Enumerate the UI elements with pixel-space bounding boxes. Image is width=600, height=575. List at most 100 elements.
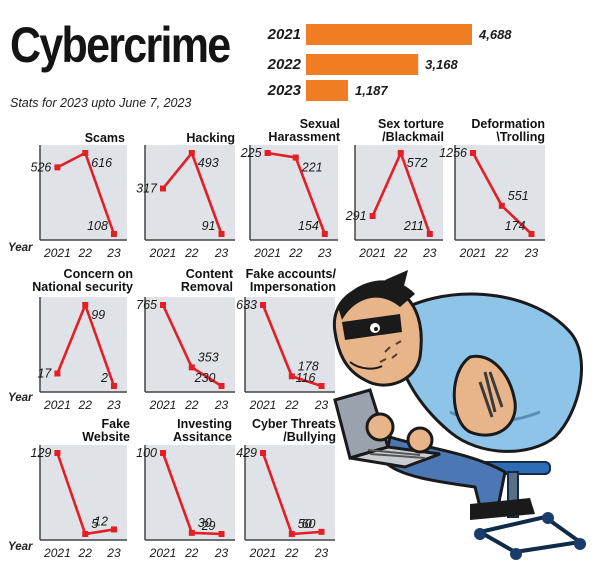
- mini-line-chart-svg: 526 616 108 2021 22 23: [31, 145, 127, 260]
- x-tick-label: 23: [106, 546, 121, 560]
- data-label: 100: [136, 446, 157, 460]
- data-label: 225: [240, 146, 262, 160]
- x-tick-label: 23: [317, 246, 332, 260]
- plot-background: [455, 145, 545, 240]
- data-point: [318, 528, 325, 535]
- data-label: 211: [403, 219, 424, 233]
- data-label: 633: [236, 298, 257, 312]
- data-point: [321, 231, 328, 237]
- chart-title: Scams: [85, 132, 125, 145]
- chart-title-line: Concern on: [63, 267, 133, 281]
- chart-title: Cyber Threats/Bullying: [252, 418, 336, 444]
- mini-line-chart-svg: 317 493 91 2021 22 23: [136, 145, 235, 260]
- bar: [306, 80, 349, 101]
- mini-line-chart: 526 616 108 2021 22 23: [26, 145, 141, 275]
- x-tick-label: 22: [494, 246, 509, 260]
- x-tick-label: 22: [184, 246, 199, 260]
- data-label: 12: [94, 514, 108, 528]
- plot-background: [145, 145, 235, 240]
- chart-title: Sexual Harassment: [268, 118, 340, 144]
- x-tick-label: 2021: [253, 246, 281, 260]
- data-label: 178: [298, 359, 319, 373]
- data-point: [160, 302, 166, 308]
- data-point: [110, 383, 117, 389]
- chart-title: Content Removal: [181, 268, 233, 294]
- chart-title: Fake Website: [82, 418, 130, 444]
- data-point: [426, 231, 433, 237]
- mini-line-chart: 225 221 154 2021 22 23: [236, 145, 352, 275]
- chart-title-line: National security: [32, 280, 133, 294]
- data-label: 2: [100, 371, 108, 385]
- x-tick-label: 2021: [149, 398, 177, 412]
- bar-value-label: 3,168: [425, 57, 458, 72]
- data-point: [260, 450, 266, 456]
- chart-title-line: Investing: [177, 417, 232, 431]
- data-point: [160, 450, 166, 456]
- mini-line-chart: 429 50 60 2021 22 23: [231, 445, 349, 575]
- data-label: 493: [198, 156, 219, 170]
- year-axis-label-row3: Year: [8, 541, 33, 553]
- x-tick-label: 23: [422, 246, 437, 260]
- x-tick-label: 22: [78, 398, 93, 412]
- chart-title-line: Fake: [101, 417, 131, 431]
- mini-line-chart: 291 572 211 2021 22 23: [341, 145, 457, 275]
- x-tick-label: 2021: [43, 246, 71, 260]
- mini-line-chart: 765 353 230 2021 22 23: [131, 297, 249, 427]
- x-tick-label: 22: [78, 246, 93, 260]
- chart-title-line: Impersonation: [249, 280, 336, 294]
- x-tick-label: 23: [524, 246, 539, 260]
- data-label: 526: [31, 160, 52, 174]
- chart-title-line: \Trolling: [496, 130, 545, 144]
- data-point: [264, 150, 271, 156]
- bar-value-label: 4,688: [478, 27, 512, 42]
- data-point: [369, 213, 376, 220]
- bar-category-label: 2023: [267, 82, 302, 99]
- plot-background: [40, 445, 127, 540]
- data-point: [218, 231, 225, 237]
- data-label: 30: [198, 516, 212, 530]
- mini-line-chart: 17 99 2 2021 22 23: [26, 297, 141, 427]
- x-tick-label: 2021: [43, 398, 71, 412]
- data-label: 116: [296, 371, 316, 385]
- x-tick-label: 2021: [149, 546, 177, 560]
- data-label: 616: [91, 156, 112, 170]
- chart-title-line: Assitance: [172, 430, 232, 444]
- data-label: 174: [505, 219, 526, 233]
- plot-background: [40, 145, 127, 240]
- hacker-cartoon-illustration: [332, 270, 586, 560]
- data-label: 317: [136, 181, 158, 195]
- x-tick-label: 22: [284, 398, 299, 412]
- data-label: 5: [91, 517, 98, 531]
- x-tick-label: 22: [184, 398, 199, 412]
- data-point: [288, 531, 295, 537]
- data-point: [110, 526, 117, 533]
- x-tick-label: 22: [78, 546, 93, 560]
- x-tick-label: 22: [184, 546, 199, 560]
- data-label: 221: [301, 161, 323, 175]
- year-axis-label-row1: Year: [8, 242, 33, 254]
- chart-title: Investing Assitance: [173, 418, 232, 444]
- x-tick-label: 23: [314, 398, 329, 412]
- data-point: [82, 302, 89, 308]
- data-point: [188, 364, 195, 371]
- year-axis-label-row2: Year: [8, 392, 33, 404]
- mini-line-chart: 1256 551 174 2021 22 23: [439, 145, 559, 275]
- x-tick-label: 2021: [249, 546, 277, 560]
- chart-title: Sex torture/Blackmail: [378, 118, 444, 144]
- data-label: 17: [37, 366, 52, 380]
- mini-line-chart-svg: 225 221 154 2021 22 23: [240, 145, 338, 260]
- x-tick-label: 23: [314, 546, 329, 560]
- x-tick-label: 22: [393, 246, 408, 260]
- x-tick-label: 23: [106, 246, 121, 260]
- mini-line-chart-svg: 129 512 2021 22 23: [31, 445, 127, 560]
- bar-category-label: 2022: [267, 56, 302, 73]
- x-tick-label: 23: [214, 246, 229, 260]
- mini-line-chart-svg: 1256 551 174 2021 22 23: [439, 145, 545, 260]
- data-label: 91: [202, 219, 216, 233]
- data-point: [218, 531, 225, 537]
- x-tick-label: 23: [214, 398, 229, 412]
- data-label: 353: [198, 350, 219, 364]
- data-label: 291: [345, 209, 367, 223]
- x-tick-label: 2021: [358, 246, 386, 260]
